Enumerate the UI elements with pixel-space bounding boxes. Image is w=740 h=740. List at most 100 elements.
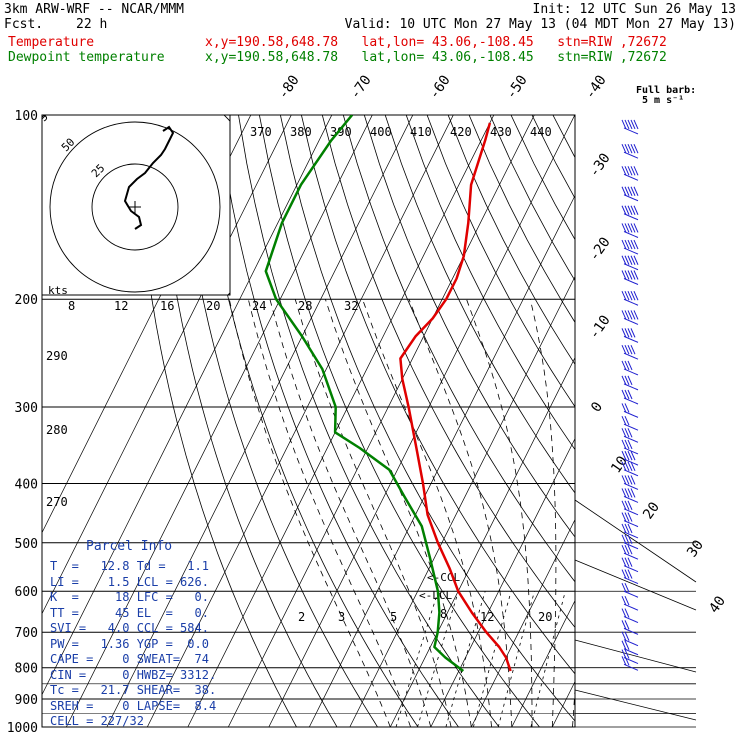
dry-adiabat-line <box>426 115 575 408</box>
wind-barb-flag <box>630 223 636 233</box>
wind-barb <box>621 450 639 466</box>
wind-barb-flag <box>630 186 636 196</box>
wind-barb-flag <box>621 544 627 555</box>
wind-barb-flag <box>627 439 633 450</box>
profiles-clipped <box>264 115 512 672</box>
theta-label: 410 <box>410 125 432 139</box>
wind-barb-staff <box>623 542 639 550</box>
wind-barb-flag <box>621 439 627 450</box>
isotherm-label: -10 <box>586 312 614 342</box>
wind-scale-label: 28 <box>298 299 312 313</box>
wind-barb <box>621 428 639 443</box>
wind-barb-flag <box>624 656 630 666</box>
wind-barb-flag <box>621 608 627 618</box>
pressure-tick-label: 800 <box>15 662 38 677</box>
isotherm-label: -70 <box>347 72 375 102</box>
wind-barb-flag <box>627 488 633 498</box>
wind-barb-flag <box>627 291 633 301</box>
wind-barb-flag <box>630 344 636 355</box>
wind-barb <box>621 143 639 159</box>
mixing-ratio-label: 5 <box>390 610 397 624</box>
isotherm-line <box>389 356 575 727</box>
wind-barb-flag <box>621 656 627 666</box>
moist-adiabat-line <box>529 299 557 727</box>
moist-adiabat-line <box>362 299 492 727</box>
dry-adiabat-line <box>489 115 575 282</box>
wind-barb-staff <box>623 127 639 135</box>
dry-adiabat-line <box>531 115 575 200</box>
dry-adiabat-line <box>280 115 575 722</box>
wind-barb-flag <box>621 475 627 485</box>
wind-barb-staff <box>623 639 639 647</box>
wind-barb-flag <box>633 270 639 280</box>
forecast-hour: 22 h <box>76 17 108 32</box>
theta-label: 440 <box>530 125 552 139</box>
wind-barb-flag <box>624 439 630 450</box>
wind-barb-flag <box>627 534 633 544</box>
wind-barb <box>621 500 639 516</box>
wind-barb-flag <box>627 360 633 371</box>
wind-barb-staff <box>623 648 639 656</box>
wind-barb-flag <box>624 631 630 641</box>
wind-barb-flag <box>621 523 627 534</box>
dry-adiabat-line <box>342 115 575 583</box>
plot-frame <box>41 114 576 728</box>
wind-barb-staff <box>623 520 639 528</box>
pressure-tick-label: 200 <box>15 293 38 308</box>
wind-barb-flag <box>624 534 630 544</box>
wind-barb-flag <box>621 205 627 215</box>
barb-legend-units: 5 m s⁻¹ <box>642 95 685 106</box>
hodograph-ring <box>91 163 179 251</box>
wind-barb <box>621 488 639 503</box>
moist-adiabat-line <box>466 299 533 727</box>
wind-barb-staff <box>623 317 639 325</box>
isotherm-line <box>227 115 535 727</box>
wind-barb-flag <box>624 328 630 338</box>
wind-scale-label: 12 <box>114 299 128 313</box>
wind-barb <box>621 255 639 271</box>
theta-side-label: 270 <box>46 495 68 509</box>
dry-adiabat-line <box>721 115 740 727</box>
theta-label: 370 <box>250 125 272 139</box>
wind-barb-flag <box>633 291 639 301</box>
wind-barb-flag <box>624 428 630 438</box>
isotherm-label: -80 <box>275 72 303 102</box>
pressure-tick-label: 500 <box>15 537 38 552</box>
wind-barb-flag <box>621 488 627 498</box>
isotherm-line <box>268 115 575 727</box>
moist-adiabat-line <box>269 299 432 727</box>
isotherm-line <box>633 115 740 727</box>
wind-barb-flag <box>627 328 633 338</box>
wind-barb-flag <box>633 205 639 215</box>
wind-barb <box>621 415 639 431</box>
wind-barb-flag <box>627 428 633 438</box>
moist-adiabat-line <box>294 299 452 727</box>
wind-barb-staff <box>623 423 639 431</box>
theta-label: 380 <box>290 125 312 139</box>
isotherm-line <box>146 115 454 727</box>
outer-guides <box>574 499 697 728</box>
wind-barb-flag <box>621 640 627 650</box>
wind-barb-flag <box>627 375 633 386</box>
wind-barb-staff <box>623 508 639 516</box>
wind-barb-flag <box>624 205 630 215</box>
mixing-ratio-label: 2 <box>298 610 305 624</box>
legend-dewpoint: Dewpoint temperature <box>8 50 165 65</box>
wind-barb-flag <box>621 415 627 426</box>
wind-barb-flag <box>627 389 633 400</box>
wind-barb <box>621 186 639 202</box>
wind-barb-flag <box>633 119 639 130</box>
dry-adiabat-line <box>679 115 740 727</box>
wind-barb-staff <box>623 410 639 418</box>
isotherm-label: -30 <box>586 150 614 180</box>
wind-barb-staff <box>623 616 639 624</box>
wind-barb <box>621 166 639 181</box>
wind-barb-staff <box>623 663 639 671</box>
parcel-info-panel: Parcel Info T = 12.8 Td = 1.1 LI = 1.5 LC… <box>42 537 230 728</box>
isotherm-line <box>470 518 575 727</box>
pressure-tick-label: 900 <box>15 693 38 708</box>
moist-adiabat-line <box>408 299 513 727</box>
wind-barb-staff <box>623 368 639 376</box>
wind-barb-flag <box>624 640 630 650</box>
